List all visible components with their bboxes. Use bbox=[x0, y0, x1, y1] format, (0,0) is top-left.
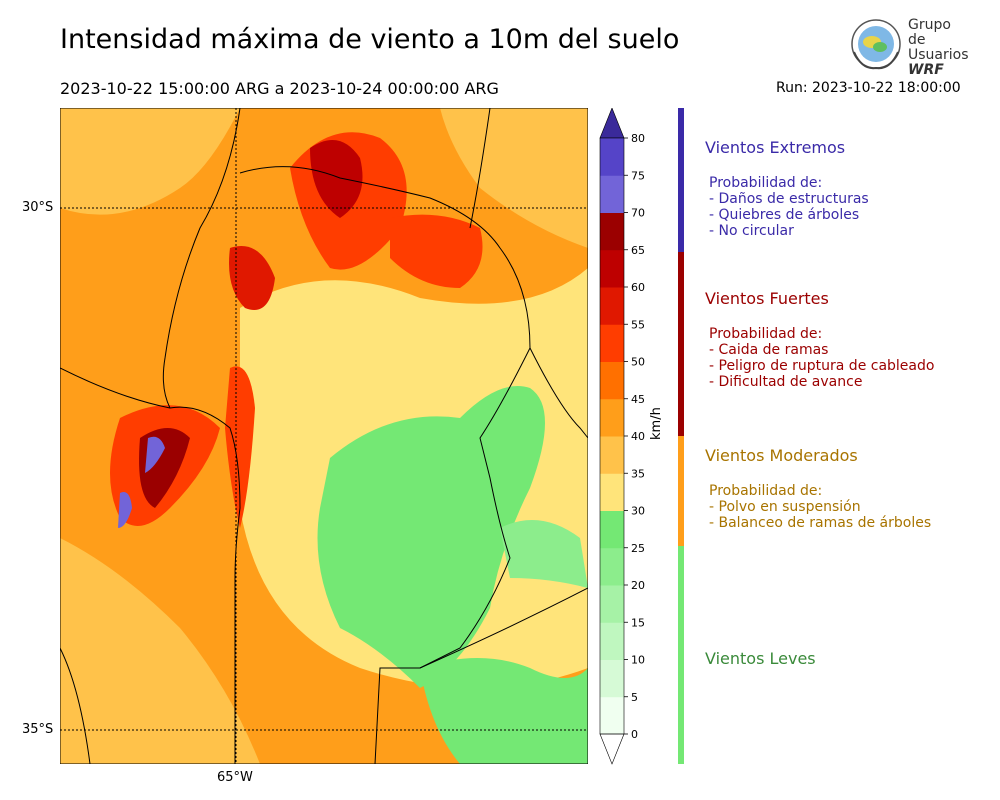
border-east bbox=[529, 347, 588, 439]
colorbar-bin bbox=[600, 659, 624, 698]
colorbar-tick-label: 5 bbox=[631, 691, 638, 704]
category-light: Vientos Leves bbox=[705, 649, 816, 686]
colorbar-tick-label: 45 bbox=[631, 393, 645, 406]
lon-label-65w: 65°W bbox=[217, 770, 253, 785]
grupo-wrf-logo: Grupo de Usuarios WRF bbox=[848, 16, 970, 78]
colorbar-unit: km/h bbox=[649, 407, 664, 440]
category-line: - Daños de estructuras bbox=[709, 191, 869, 207]
region-very-strong-north bbox=[310, 140, 363, 218]
colorbar-tick-label: 70 bbox=[631, 207, 645, 220]
category-strong: Vientos Fuertes Probabilidad de: - Caida… bbox=[705, 289, 934, 390]
colorbar-tick-label: 10 bbox=[631, 654, 645, 667]
category-line: - Polvo en suspensión bbox=[709, 499, 861, 515]
region-strong-ne bbox=[390, 214, 483, 288]
colorbar-tick-label: 35 bbox=[631, 467, 645, 480]
colorbar-bin bbox=[600, 696, 624, 735]
region-35-40-sw bbox=[60, 538, 260, 764]
colorbar-bin bbox=[600, 361, 624, 400]
category-title: Vientos Fuertes bbox=[705, 289, 829, 308]
colorbar-bin bbox=[600, 249, 624, 288]
colorbar-tick-label: 55 bbox=[631, 318, 645, 331]
category-title: Vientos Leves bbox=[705, 649, 816, 668]
category-moderate: Vientos Moderados Probabilidad de: - Pol… bbox=[705, 446, 931, 531]
logo-line-2: Usuarios bbox=[908, 47, 969, 63]
colorbar-tick-label: 40 bbox=[631, 430, 645, 443]
colorbar-bin bbox=[600, 473, 624, 511]
map-title: Intensidad máxima de viento a 10m del su… bbox=[60, 24, 680, 55]
colorbar-bin bbox=[600, 585, 624, 623]
colorbar-tick-label: 0 bbox=[631, 728, 638, 741]
category-line: - Dificultad de avance bbox=[709, 374, 863, 390]
colorbar-bin bbox=[600, 622, 624, 660]
region-extreme-2 bbox=[118, 492, 132, 528]
colorbar-tick-label: 25 bbox=[631, 542, 645, 555]
colorbar-extend-bottom bbox=[599, 733, 625, 765]
colorbar-tick-label: 15 bbox=[631, 616, 645, 629]
region-strong-ridge bbox=[225, 366, 255, 528]
colorbar-tick-label: 80 bbox=[631, 132, 645, 145]
category-title: Vientos Extremos bbox=[705, 138, 846, 157]
border-southeast bbox=[419, 587, 588, 669]
colorbar-tick-label: 20 bbox=[631, 579, 645, 592]
region-light-wind bbox=[317, 386, 545, 688]
category-line: Probabilidad de: bbox=[709, 175, 823, 191]
logo-line-1: Grupo de bbox=[908, 17, 951, 48]
legend-bar-light bbox=[678, 546, 684, 764]
border-west bbox=[60, 367, 241, 764]
category-line: Probabilidad de: bbox=[709, 483, 823, 499]
colorbar-extend-top bbox=[599, 108, 625, 139]
colorbar-bin bbox=[600, 547, 624, 586]
colorbar-bin bbox=[600, 287, 624, 325]
colorbar-tick-label: 75 bbox=[631, 169, 645, 182]
forecast-period: 2023-10-22 15:00:00 ARG a 2023-10-24 00:… bbox=[60, 79, 499, 98]
colorbar-tick-label: 30 bbox=[631, 505, 645, 518]
globe-logo-icon bbox=[851, 19, 901, 70]
legend-bar-moderate bbox=[678, 436, 684, 546]
colorbar-tick-label: 60 bbox=[631, 281, 645, 294]
region-light-wind-e bbox=[500, 520, 588, 588]
run-time: Run: 2023-10-22 18:00:00 bbox=[776, 80, 961, 96]
border-catamarca bbox=[162, 108, 241, 409]
category-extreme: Vientos Extremos Probabilidad de: - Daño… bbox=[705, 138, 869, 239]
legend-bar-extreme bbox=[678, 108, 684, 252]
wind-map bbox=[60, 108, 588, 764]
region-35-40-ne bbox=[440, 108, 588, 248]
category-line: - Quiebres de árboles bbox=[709, 207, 860, 223]
category-line: Probabilidad de: bbox=[709, 326, 823, 342]
border-north bbox=[469, 108, 491, 229]
colorbar-bin bbox=[600, 212, 624, 251]
colorbar-bin bbox=[600, 510, 624, 549]
category-line: - Caida de ramas bbox=[709, 342, 829, 358]
colorbar-bin bbox=[600, 175, 624, 213]
border-southwest bbox=[60, 647, 91, 764]
colorbar-bin bbox=[600, 436, 624, 474]
logo-text: Grupo de Usuarios WRF bbox=[908, 18, 970, 78]
legend-bar-strong bbox=[678, 252, 684, 436]
region-light-wind-se bbox=[420, 658, 588, 764]
region-35-40-north bbox=[60, 108, 240, 215]
lat-label-35s: 35°S bbox=[22, 722, 54, 737]
colorbar-bin bbox=[600, 324, 624, 362]
region-strong-west bbox=[229, 246, 275, 310]
colorbar-tick-label: 50 bbox=[631, 356, 645, 369]
category-line: - Peligro de ruptura de cableado bbox=[709, 358, 935, 374]
category-line: - No circular bbox=[709, 223, 794, 239]
border-cordoba bbox=[239, 166, 531, 764]
category-line: - Balanceo de ramas de árboles bbox=[709, 515, 932, 531]
region-extreme-1 bbox=[145, 436, 165, 473]
colorbar-tick-label: 65 bbox=[631, 244, 645, 257]
colorbar: 0 5 10 15 20 25 30 35 40 45 50 55 60 65 70 75 80 bbox=[599, 108, 645, 765]
colorbar-bin bbox=[600, 138, 624, 176]
logo-line-3: WRF bbox=[908, 62, 944, 78]
colorbar-bin bbox=[600, 398, 624, 437]
lat-label-30s: 30°S bbox=[22, 200, 54, 215]
category-title: Vientos Moderados bbox=[705, 446, 858, 465]
